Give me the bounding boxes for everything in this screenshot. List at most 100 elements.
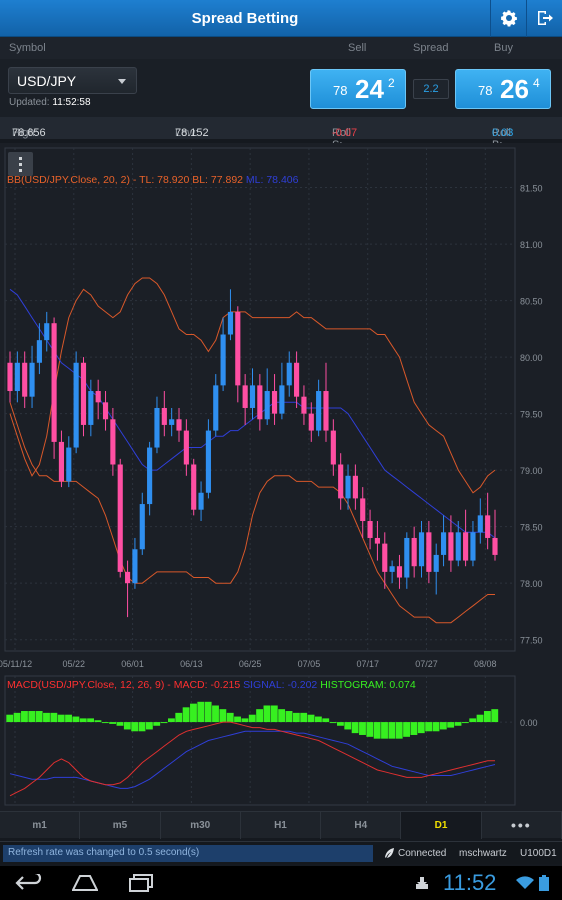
title-bar: Spread Betting	[0, 0, 562, 37]
y-tick-label: 79.50	[520, 410, 543, 420]
chart-canvas[interactable]: 81.50 81.00 80.50 80.00 79.50 79.00 78.50 78.00…	[0, 143, 562, 811]
histogram-bar	[285, 711, 293, 723]
histogram-bar	[153, 722, 161, 726]
candle-body	[367, 521, 373, 538]
x-tick-label: 06/01	[121, 659, 144, 669]
chart-area[interactable]: 81.50 81.00 80.50 80.00 79.50 79.00 78.50 78.00…	[0, 143, 562, 811]
candle-body	[102, 402, 109, 420]
y-tick-label: 80.00	[520, 353, 543, 363]
x-tick-label: 05/22	[63, 659, 86, 669]
histogram-bar	[476, 714, 484, 723]
candle-body	[330, 430, 336, 465]
histogram-bar	[138, 722, 146, 732]
histogram-bar	[6, 714, 14, 723]
symbol-dropdown[interactable]: USD/JPY	[8, 67, 137, 94]
low-value: 78.152	[175, 127, 209, 139]
tab-m1[interactable]: m1	[0, 812, 81, 839]
connection-status: Connected	[398, 848, 447, 859]
kebab-dot-icon	[19, 163, 22, 166]
macd-line	[9, 721, 495, 797]
tab-h1[interactable]: H1	[241, 812, 322, 839]
buy-header: Buy	[494, 42, 513, 54]
system-clock: 11:52	[443, 870, 497, 895]
back-icon[interactable]	[15, 874, 43, 892]
candle-body	[411, 537, 417, 567]
histogram-bar	[204, 701, 212, 723]
candle-body	[22, 362, 28, 397]
updated-label: Updated:	[9, 97, 50, 108]
account-id: U100D1	[520, 848, 557, 859]
candle-body	[125, 571, 131, 584]
candle-body	[271, 391, 278, 414]
histogram-bar	[219, 709, 227, 723]
candle-body	[360, 498, 366, 522]
logout-icon	[538, 11, 553, 25]
high-value: 78.656	[12, 127, 46, 139]
histogram-bar	[469, 718, 477, 723]
candle-body	[7, 362, 13, 392]
x-tick-label: 07/27	[415, 659, 438, 669]
histogram-bar	[50, 712, 58, 723]
tab-d1[interactable]: D1	[401, 812, 482, 839]
histogram-bar	[72, 716, 80, 723]
sell-big-figure: 78	[333, 83, 348, 98]
histogram-bar	[395, 722, 403, 739]
timeframe-tabs: m1 m5 m30 H1 H4 D1 •••	[0, 811, 562, 839]
logout-button[interactable]	[526, 0, 562, 37]
chart-menu-button[interactable]	[8, 152, 33, 176]
candle-body	[227, 311, 234, 335]
candle-body	[440, 532, 447, 555]
kebab-dot-icon	[19, 157, 22, 160]
x-tick-label: 06/13	[180, 659, 203, 669]
candle-body	[44, 323, 50, 341]
recent-apps-icon[interactable]	[128, 874, 154, 892]
legend-segment: HISTOGRAM: 0.074	[320, 679, 416, 691]
histogram-bar	[160, 722, 168, 724]
histogram-bar	[491, 709, 499, 723]
buy-big-figure: 78	[478, 83, 493, 98]
settings-button[interactable]	[490, 0, 526, 37]
buy-button[interactable]: 78 26 4	[455, 69, 551, 109]
histogram-bar	[278, 709, 286, 723]
roll-s-value: -0.07	[332, 127, 358, 139]
candle-body	[448, 532, 454, 561]
histogram-bar	[101, 722, 109, 724]
sell-button[interactable]: 78 24 2	[310, 69, 406, 109]
candle-body	[198, 492, 204, 510]
histogram-bar	[410, 722, 418, 735]
histogram-bar	[28, 711, 36, 723]
histogram-bar	[425, 722, 433, 732]
tab-m5[interactable]: m5	[80, 812, 161, 839]
candle-body	[249, 385, 256, 408]
histogram-bar	[116, 722, 124, 726]
histogram-bar	[197, 701, 205, 723]
candle-body	[264, 391, 270, 420]
candle-body	[154, 407, 160, 448]
histogram-bar	[454, 722, 462, 726]
histogram-bar	[432, 722, 440, 732]
bb-top-line	[9, 277, 496, 494]
candle-body	[117, 464, 123, 572]
histogram-bar	[175, 712, 183, 723]
candle-body	[294, 362, 300, 397]
histogram-bar	[190, 703, 197, 723]
home-icon[interactable]	[72, 875, 98, 891]
histogram-bar	[483, 711, 491, 723]
candle-body	[470, 532, 476, 561]
histogram-bar	[145, 722, 153, 730]
histogram-bar	[461, 722, 469, 724]
candle-body	[73, 362, 79, 448]
histogram-bar	[263, 705, 271, 723]
candle-body	[88, 391, 94, 425]
sell-fraction: 2	[388, 76, 395, 90]
histogram-bar	[248, 714, 256, 723]
more-timeframes-button[interactable]: •••	[482, 812, 562, 839]
symbol-header: Symbol	[9, 42, 46, 54]
histogram-bar	[300, 712, 308, 723]
tab-h4[interactable]: H4	[321, 812, 402, 839]
app-title: Spread Betting	[191, 10, 299, 27]
tab-m30[interactable]: m30	[161, 812, 241, 839]
candle-body	[257, 385, 263, 420]
histogram-bar	[344, 722, 352, 730]
buy-pips: 26	[500, 74, 529, 104]
